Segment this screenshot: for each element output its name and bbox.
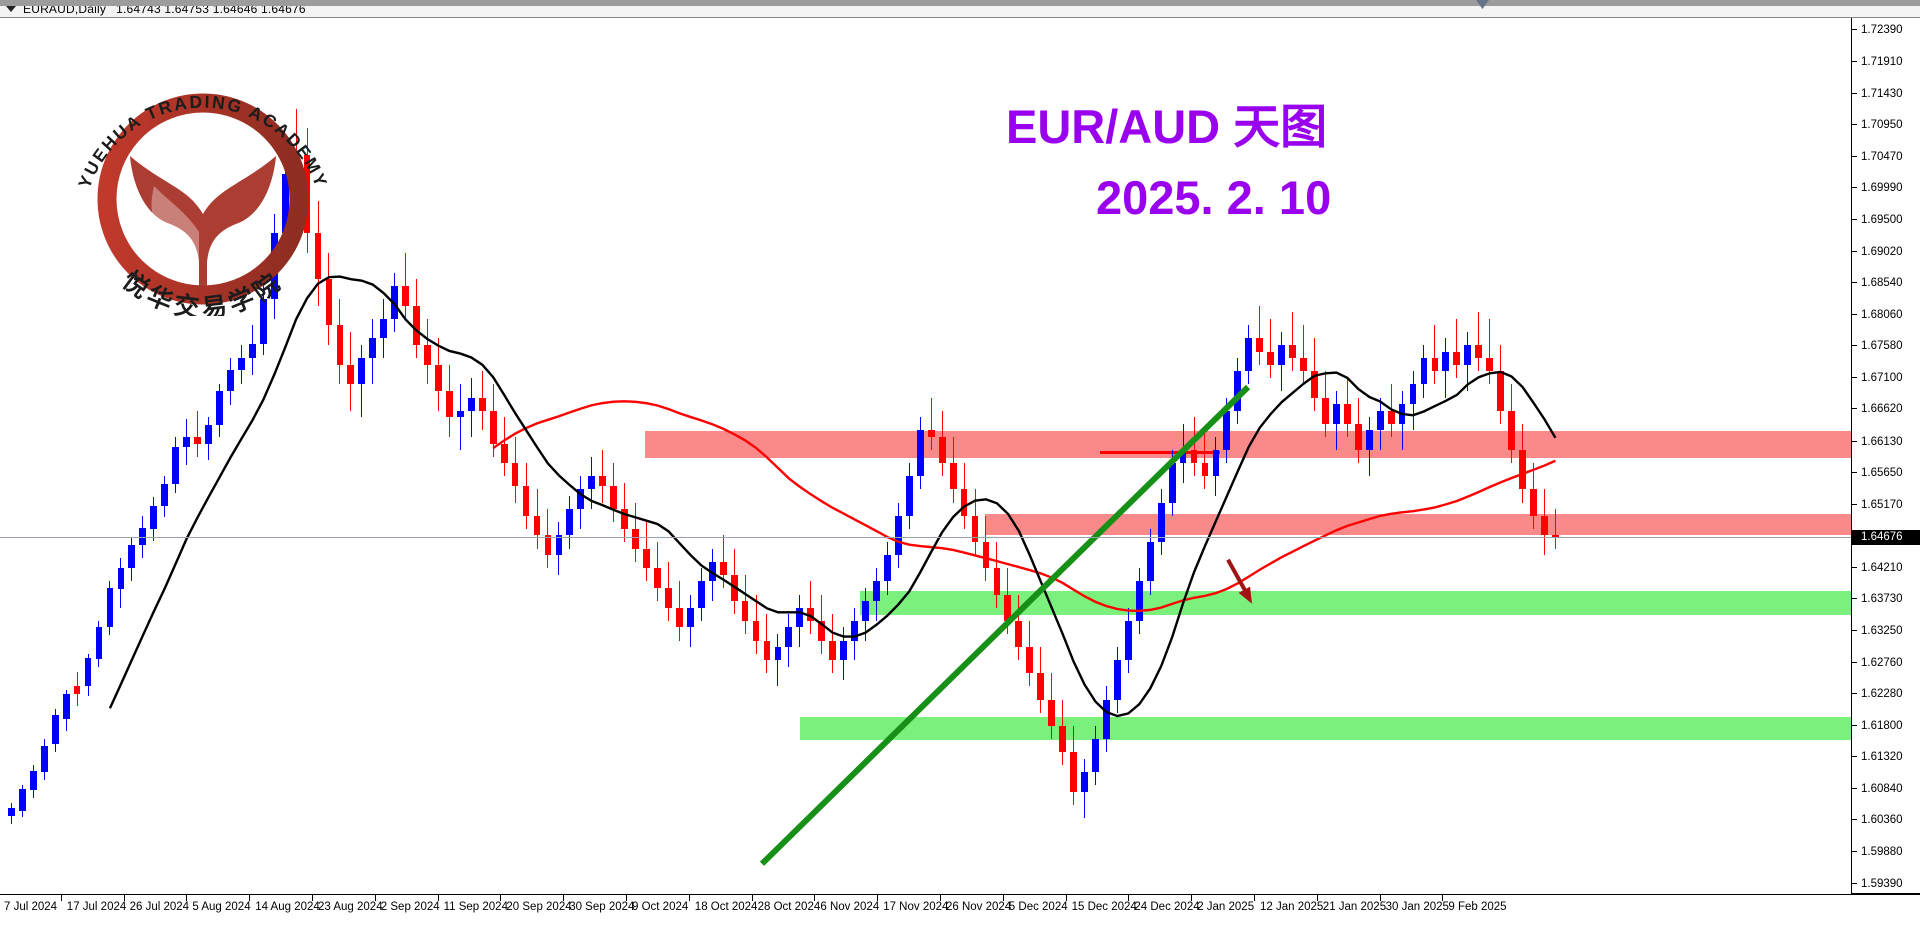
price-tick: 1.69020	[1852, 246, 1920, 258]
window-top-shadow	[0, 0, 1920, 6]
price-tick: 1.68540	[1852, 277, 1920, 289]
date-axis[interactable]: 7 Jul 2024 17 Jul 2024 26 Jul 2024 5 Aug 20…	[0, 894, 1920, 927]
price-tick: 1.65170	[1852, 499, 1920, 511]
price-tick: 1.66620	[1852, 403, 1920, 415]
price-tick: 1.70470	[1852, 151, 1920, 163]
price-tick: 1.70950	[1852, 119, 1920, 131]
support-band-lower	[800, 717, 1851, 741]
price-tick: 1.64210	[1852, 562, 1920, 574]
price-tick: 1.67100	[1852, 372, 1920, 384]
rising-trendline	[759, 384, 1251, 866]
price-tick: 1.66130	[1852, 436, 1920, 448]
price-tick: 1.63730	[1852, 593, 1920, 605]
price-tick: 1.60360	[1852, 814, 1920, 826]
price-tick: 1.67580	[1852, 340, 1920, 352]
annotation-date: 2025. 2. 10	[1096, 171, 1332, 224]
watermark-arc-top-text: YUEHUA TRADING ACADEMY	[74, 91, 332, 190]
current-price-line	[0, 537, 1851, 539]
crosshair-marker-icon	[1476, 0, 1489, 9]
triangle-down-icon[interactable]	[6, 5, 16, 12]
watermark-logo: YUEHUA TRADING ACADEMY 悦华交易学院	[74, 91, 332, 316]
price-tick: 1.59880	[1852, 846, 1920, 858]
price-tick: 1.59390	[1852, 878, 1920, 890]
price-tick: 1.69990	[1852, 182, 1920, 194]
price-tick: 1.62280	[1852, 688, 1920, 700]
price-tick: 1.71910	[1852, 56, 1920, 68]
price-tick: 1.68060	[1852, 309, 1920, 321]
price-tick: 1.61320	[1852, 751, 1920, 763]
price-tick: 1.65650	[1852, 467, 1920, 479]
current-price-label: 1.64676	[1852, 530, 1920, 546]
annotation-title: EUR/AUD 天图	[1006, 100, 1328, 153]
price-tick: 1.60840	[1852, 783, 1920, 795]
price-tick: 1.61800	[1852, 720, 1920, 732]
price-axis[interactable]: 1.72390 1.71910 1.71430 1.70950 1.70470 1.699…	[1852, 18, 1920, 894]
resistance-band-upper	[645, 431, 1851, 458]
resistance-band-lower	[985, 513, 1851, 536]
short-red-level	[1100, 451, 1220, 455]
price-tick: 1.62760	[1852, 657, 1920, 669]
price-tick: 1.69500	[1852, 214, 1920, 226]
price-tick: 1.72390	[1852, 24, 1920, 36]
chart-plot-area[interactable]: YUEHUA TRADING ACADEMY 悦华交易学院	[0, 18, 1852, 894]
price-tick: 1.71430	[1852, 88, 1920, 100]
price-tick: 1.63250	[1852, 625, 1920, 637]
